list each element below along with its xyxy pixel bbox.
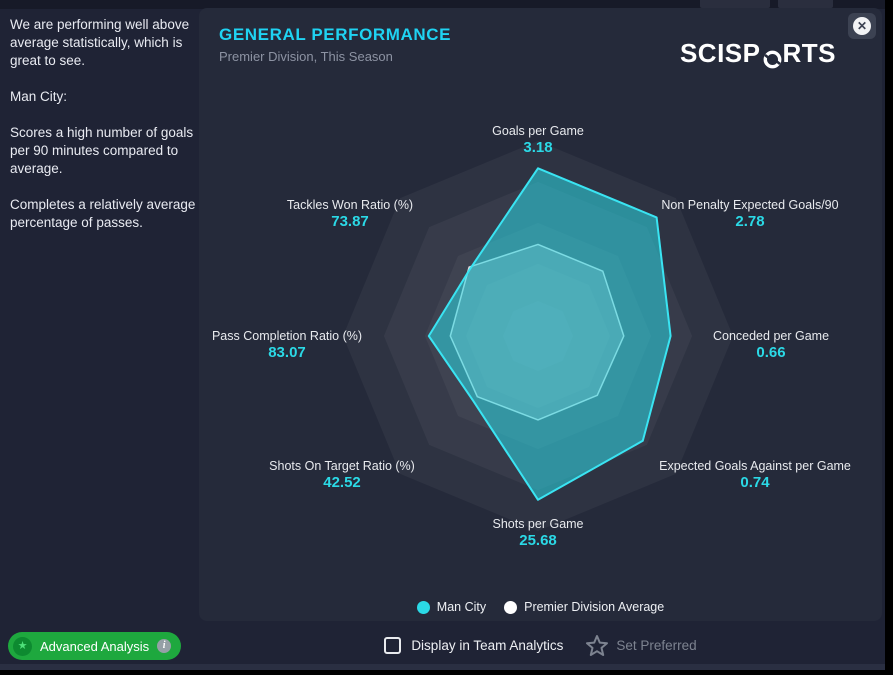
axis-value: 42.52 <box>323 474 361 491</box>
axis-label: Goals per Game <box>492 124 584 138</box>
axis-label-block: Shots per Game 25.68 <box>492 517 583 549</box>
axis-label: Expected Goals Against per Game <box>659 459 851 473</box>
advanced-analysis-label: Advanced Analysis <box>40 638 150 654</box>
commentary-team-name: Man City: <box>10 89 68 104</box>
axis-label: Non Penalty Expected Goals/90 <box>661 198 839 212</box>
legend-item: Premier Division Average <box>504 600 664 614</box>
close-button[interactable]: ✕ <box>848 13 876 39</box>
axis-value: 73.87 <box>331 213 369 230</box>
page-title: GENERAL PERFORMANCE <box>219 25 452 44</box>
axis-label-block: Tackles Won Ratio (%) 73.87 <box>287 198 413 230</box>
axis-label-block: Non Penalty Expected Goals/90 2.78 <box>661 198 838 230</box>
set-preferred-button[interactable]: Set Preferred <box>585 634 697 657</box>
performance-panel: GENERAL PERFORMANCE Premier Division, Th… <box>199 8 882 621</box>
legend-item: Man City <box>416 600 487 614</box>
legend-dot-icon <box>416 600 430 614</box>
axis-value: 0.74 <box>740 474 770 491</box>
axis-value: 2.78 <box>735 213 765 230</box>
axis-value: 25.68 <box>519 532 557 549</box>
background-window-strip <box>0 0 885 9</box>
axis-label-block: Expected Goals Against per Game 0.74 <box>659 459 851 491</box>
team-analytics-toggle[interactable]: Display in Team Analytics <box>384 636 564 654</box>
axis-label-block: Conceded per Game 0.66 <box>713 329 829 361</box>
axis-label: Shots On Target Ratio (%) <box>269 459 415 473</box>
team-analytics-checkbox[interactable] <box>384 636 402 654</box>
axis-value: 0.66 <box>756 344 786 361</box>
axis-label-block: Pass Completion Ratio (%) 83.07 <box>212 329 362 361</box>
background-window-remnant <box>778 0 833 8</box>
axis-label: Conceded per Game <box>712 329 830 343</box>
legend-label: Man City <box>436 600 487 614</box>
star-badge-icon: ★ <box>13 636 32 656</box>
chart-legend: Man City Premier Division Average <box>199 600 882 614</box>
scisports-o-icon <box>763 45 782 69</box>
legend-dot-icon <box>504 600 518 614</box>
commentary-paragraph: Scores a high number of goals per 90 min… <box>10 125 194 176</box>
advanced-analysis-button[interactable]: ★ Advanced Analysis i <box>8 632 182 660</box>
team-polygon <box>427 167 672 501</box>
scisports-logo: SCISP RTS <box>680 38 836 69</box>
radar-chart: Goals per Game 3.18 Non Penalty Expected G… <box>199 8 882 621</box>
logo-text-left: SCISP <box>679 38 761 68</box>
footer-bar: Display in Team Analytics Set Preferred <box>199 628 882 662</box>
page-subtitle: Premier Division, This Season <box>219 49 393 64</box>
axis-label: Tackles Won Ratio (%) <box>286 198 414 212</box>
background-window-bottom <box>0 664 885 670</box>
axis-value: 3.18 <box>523 139 553 156</box>
star-outline-icon <box>586 634 609 656</box>
commentary-paragraph: Completes a relatively average percentag… <box>10 197 196 230</box>
axis-label-block: Goals per Game 3.18 <box>492 124 584 156</box>
background-window-remnant <box>700 0 770 8</box>
close-icon: ✕ <box>853 17 871 35</box>
axis-value: 83.07 <box>268 344 306 361</box>
axis-label-block: Shots On Target Ratio (%) 42.52 <box>269 459 415 491</box>
set-preferred-label: Set Preferred <box>616 637 697 653</box>
legend-label: Premier Division Average <box>524 600 665 614</box>
info-icon: i <box>157 639 172 653</box>
axis-label: Pass Completion Ratio (%) <box>211 329 363 343</box>
analysis-commentary: We are performing well above average sta… <box>10 16 196 250</box>
logo-text-right: RTS <box>782 38 836 68</box>
commentary-paragraph: We are performing well above average sta… <box>10 17 190 68</box>
team-analytics-label: Display in Team Analytics <box>411 637 564 653</box>
axis-label: Shots per Game <box>492 517 584 531</box>
